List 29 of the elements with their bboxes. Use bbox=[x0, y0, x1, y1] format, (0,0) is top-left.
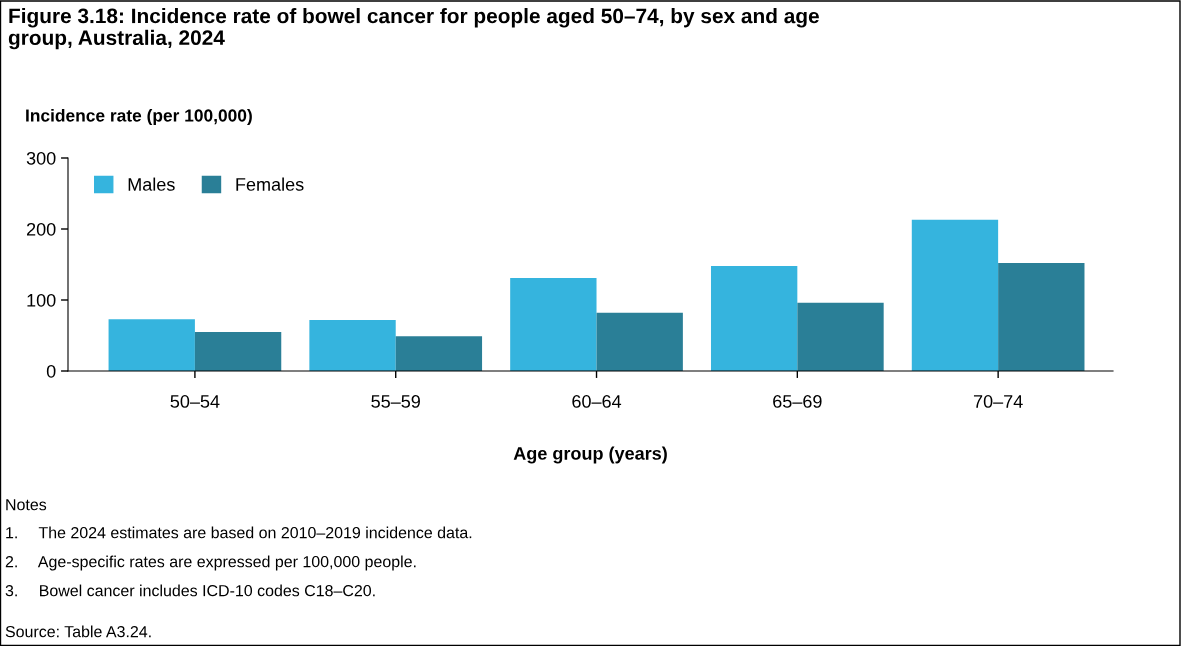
legend-label: Males bbox=[128, 177, 175, 191]
x-tick-label: 60–64 bbox=[572, 395, 622, 408]
text: Notes bbox=[6, 499, 47, 511]
chart-title: Figure 3.18: Incidence rate of bowel cancer for people aged 50–74, by sex and age group, Australia, 2024 bbox=[8, 8, 819, 50]
bar bbox=[194, 331, 282, 371]
legend-label: Females bbox=[236, 177, 304, 191]
bar bbox=[797, 302, 884, 371]
text: 2. Age-specific rates are expressed per 100,000 people. bbox=[5, 555, 416, 571]
text: 3. Bowel cancer includes ICD-10 codes C18–C20. bbox=[5, 584, 375, 597]
bar bbox=[510, 277, 597, 371]
x-axis-title: Age group (years) bbox=[513, 446, 667, 464]
bar bbox=[911, 219, 999, 371]
bar bbox=[395, 336, 483, 371]
y-tick-label: 200 bbox=[26, 222, 56, 236]
x-tick-label: 50–54 bbox=[170, 395, 220, 408]
x-tick-label: 55–59 bbox=[371, 395, 420, 408]
text: 1. The 2024 estimates are based on 2010–2019 incidence data. bbox=[6, 526, 472, 539]
x-tick-label: 65–69 bbox=[773, 395, 822, 408]
bar bbox=[710, 265, 798, 371]
bar bbox=[596, 312, 683, 371]
bar bbox=[998, 263, 1085, 371]
bar bbox=[309, 319, 396, 371]
source-note: Source: Table A3.24. bbox=[5, 625, 151, 638]
y-tick-label: 0 bbox=[46, 364, 56, 378]
bar bbox=[108, 319, 195, 371]
y-axis-title: Incidence rate (per 100,000) bbox=[26, 108, 252, 126]
y-tick-label: 300 bbox=[26, 151, 56, 165]
y-tick-label: 100 bbox=[27, 293, 56, 307]
x-tick-label: 70–74 bbox=[973, 395, 1023, 408]
